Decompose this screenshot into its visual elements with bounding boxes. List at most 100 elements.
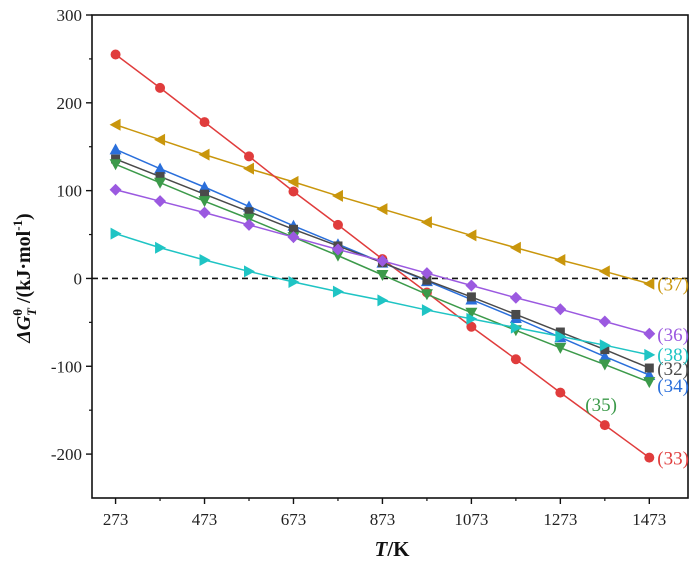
y-tick-label: -100 [51,357,82,376]
data-point [331,243,344,256]
data-point [287,231,300,244]
y-tick-label: 200 [57,94,83,113]
series-line [115,232,650,356]
data-point [154,133,166,146]
data-point [643,377,656,389]
series-label: (36) [657,325,689,346]
axes-frame [91,14,689,499]
y-axis-title-unit-sup: -1 [10,220,25,231]
data-point [420,267,433,280]
data-point [555,330,567,343]
series-label: (35) [585,395,617,416]
data-point [109,143,122,155]
plot-frame [91,14,689,499]
data-point [643,327,656,340]
data-point [109,118,121,131]
data-point [420,216,432,229]
x-tick-label: 873 [370,510,396,529]
data-point [466,312,478,325]
data-point [288,186,299,197]
data-point [155,172,165,182]
data-point [198,206,211,219]
data-point [110,227,122,240]
data-point [555,327,565,337]
y-tick-label: 100 [57,182,83,201]
data-point [376,203,388,216]
series-37 [109,118,655,290]
data-point [554,342,567,354]
series-label: (32) [657,359,689,380]
data-point [199,117,210,128]
data-point [599,339,611,352]
x-axis-title-var: T [375,537,389,561]
data-point [599,420,610,431]
data-point [377,294,389,307]
data-point [287,175,299,188]
tick-group: 273 473 673 873 1073 1273 1473 -200 -100 0 100 200 3… [51,6,666,529]
data-point [598,359,611,371]
series-36 [109,183,656,340]
series-group [109,49,656,463]
data-point [154,195,167,208]
data-point [199,254,211,267]
x-axis-title-unit: /K [386,537,410,561]
data-point [111,154,121,164]
data-point [600,345,610,355]
data-point [420,289,433,301]
series-label: (33) [657,449,689,470]
series-labels: (37) (33) (34)(32) (35) (36)(38) [585,275,689,470]
x-tick-label: 1073 [454,510,488,529]
data-point [376,269,389,281]
x-tick-label: 673 [281,510,307,529]
data-point [466,321,477,332]
data-point [109,183,122,196]
data-point [154,162,167,174]
data-point [422,275,432,285]
data-point [511,309,521,319]
y-axis-title: ΔGθT /(kJ·mol-1) [10,213,39,343]
data-point [643,277,655,290]
data-point [288,224,298,234]
data-point [288,275,300,288]
data-point [644,348,656,361]
data-point [332,285,344,298]
x-tick-label: 1273 [543,510,577,529]
data-point [332,219,343,230]
data-point [510,321,522,334]
data-point [198,181,211,193]
data-point [421,304,433,317]
data-point [244,207,254,217]
data-point [555,387,566,398]
data-point [554,303,567,316]
y-tick-label: 0 [74,269,83,288]
y-tick-label: 300 [57,6,83,25]
data-point [244,265,256,278]
data-point [331,250,344,262]
data-point [155,82,166,93]
data-point [509,291,522,304]
data-point [244,151,255,162]
data-point [510,354,521,365]
y-axis-title-unit: /(kJ·mol [13,230,35,308]
data-point [198,196,211,208]
data-point [243,162,255,175]
x-tick-label: 473 [192,510,218,529]
data-point [154,177,167,189]
y-axis-title-sup: θ [10,309,25,316]
data-point [598,315,611,328]
data-point [331,189,343,202]
y-axis-title-unit-close: ) [13,213,35,220]
data-point [243,218,256,231]
data-point [644,363,654,373]
data-point [110,49,121,60]
series-label: (34) [657,376,689,397]
data-point [200,189,210,199]
data-point [554,254,566,267]
data-point [466,292,476,302]
data-point [598,350,611,362]
x-tick-label: 1473 [632,510,666,529]
data-point [109,159,122,171]
data-point [465,229,477,242]
y-tick-label: -200 [51,445,82,464]
